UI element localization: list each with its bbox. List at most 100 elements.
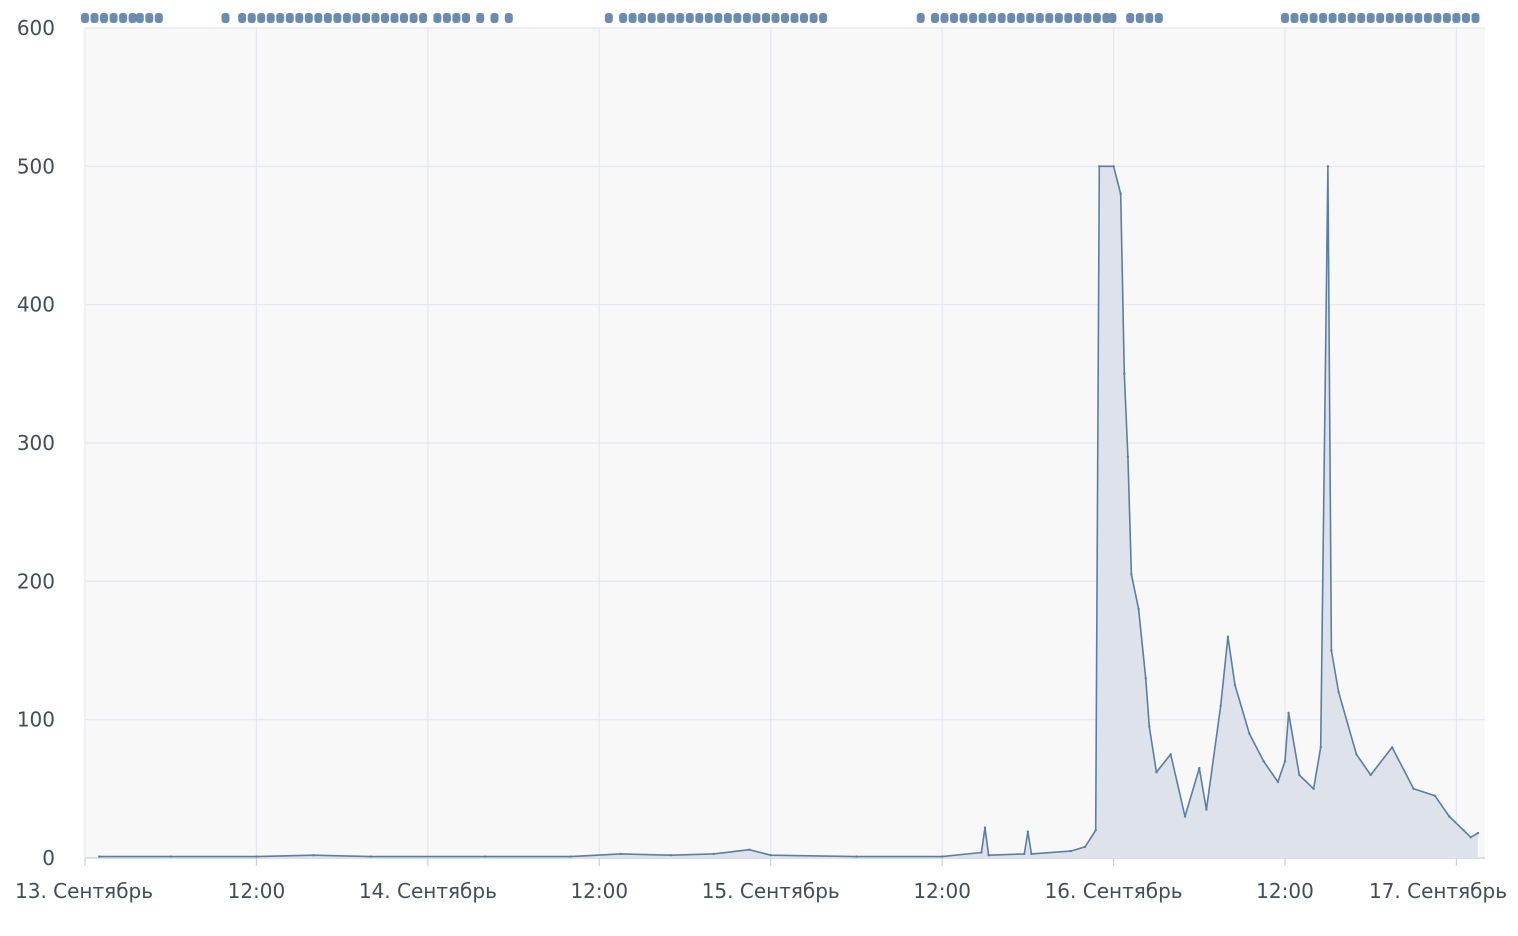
- event-marker[interactable]: [1328, 13, 1337, 23]
- event-marker[interactable]: [819, 13, 828, 23]
- event-marker[interactable]: [342, 13, 351, 23]
- event-marker[interactable]: [676, 13, 685, 23]
- event-marker[interactable]: [381, 13, 389, 23]
- event-marker[interactable]: [1319, 13, 1328, 23]
- event-marker[interactable]: [1102, 13, 1111, 23]
- event-marker[interactable]: [714, 13, 723, 23]
- event-marker[interactable]: [333, 13, 342, 23]
- event-marker[interactable]: [1404, 13, 1413, 23]
- event-marker[interactable]: [504, 13, 513, 23]
- event-marker[interactable]: [733, 13, 742, 23]
- event-marker[interactable]: [604, 13, 613, 23]
- event-marker[interactable]: [1092, 13, 1101, 23]
- event-marker[interactable]: [1300, 13, 1308, 23]
- event-marker[interactable]: [1281, 13, 1289, 23]
- event-marker[interactable]: [638, 13, 647, 23]
- event-marker[interactable]: [1395, 13, 1404, 23]
- event-marker[interactable]: [100, 13, 108, 23]
- event-marker[interactable]: [90, 13, 99, 23]
- event-marker[interactable]: [285, 13, 294, 23]
- event-marker[interactable]: [1035, 13, 1044, 23]
- event-marker[interactable]: [295, 13, 304, 23]
- event-marker[interactable]: [490, 13, 499, 23]
- event-marker[interactable]: [1338, 13, 1347, 23]
- event-marker[interactable]: [1309, 13, 1318, 23]
- event-marker[interactable]: [1083, 13, 1092, 23]
- event-marker[interactable]: [1385, 13, 1394, 23]
- event-marker[interactable]: [119, 13, 128, 23]
- event-marker[interactable]: [1290, 13, 1299, 23]
- event-marker[interactable]: [742, 13, 751, 23]
- event-marker[interactable]: [619, 13, 628, 23]
- event-marker[interactable]: [1026, 13, 1035, 23]
- event-marker[interactable]: [1108, 13, 1117, 23]
- event-marker[interactable]: [723, 13, 732, 23]
- event-marker[interactable]: [145, 13, 154, 23]
- event-marker[interactable]: [1135, 13, 1144, 23]
- event-marker[interactable]: [800, 13, 808, 23]
- event-marker[interactable]: [238, 13, 247, 23]
- event-marker[interactable]: [704, 13, 713, 23]
- event-marker[interactable]: [362, 13, 370, 23]
- event-marker[interactable]: [1054, 13, 1063, 23]
- event-marker[interactable]: [1016, 13, 1025, 23]
- event-marker[interactable]: [940, 13, 949, 23]
- event-marker[interactable]: [988, 13, 997, 23]
- event-marker[interactable]: [959, 13, 968, 23]
- event-marker[interactable]: [1154, 13, 1163, 23]
- event-marker[interactable]: [221, 13, 230, 23]
- event-marker[interactable]: [657, 13, 666, 23]
- event-marker[interactable]: [809, 13, 818, 23]
- event-marker[interactable]: [1433, 13, 1442, 23]
- event-marker[interactable]: [762, 13, 770, 23]
- event-marker[interactable]: [135, 13, 144, 23]
- event-marker[interactable]: [247, 13, 256, 23]
- event-marker[interactable]: [1423, 13, 1432, 23]
- event-marker[interactable]: [978, 13, 987, 23]
- event-marker[interactable]: [1007, 13, 1016, 23]
- event-marker[interactable]: [969, 13, 978, 23]
- event-marker[interactable]: [419, 13, 428, 23]
- event-marker[interactable]: [916, 13, 925, 23]
- event-marker[interactable]: [154, 13, 163, 23]
- event-marker[interactable]: [462, 13, 470, 23]
- event-marker[interactable]: [685, 13, 694, 23]
- event-marker[interactable]: [1471, 13, 1480, 23]
- event-marker[interactable]: [1357, 13, 1366, 23]
- event-marker[interactable]: [304, 13, 313, 23]
- event-marker[interactable]: [314, 13, 323, 23]
- event-marker[interactable]: [323, 13, 332, 23]
- event-marker[interactable]: [1366, 13, 1375, 23]
- event-marker[interactable]: [1376, 13, 1385, 23]
- event-marker[interactable]: [647, 13, 656, 23]
- event-marker[interactable]: [1145, 13, 1154, 23]
- event-marker[interactable]: [931, 13, 939, 23]
- event-marker[interactable]: [109, 13, 118, 23]
- event-marker[interactable]: [390, 13, 399, 23]
- event-marker[interactable]: [695, 13, 704, 23]
- event-marker[interactable]: [257, 13, 266, 23]
- event-marker[interactable]: [628, 13, 637, 23]
- event-marker[interactable]: [81, 13, 89, 23]
- event-marker[interactable]: [409, 13, 418, 23]
- event-marker[interactable]: [1442, 13, 1451, 23]
- event-marker[interactable]: [128, 13, 137, 23]
- event-marker[interactable]: [1347, 13, 1356, 23]
- event-marker[interactable]: [1462, 13, 1470, 23]
- event-marker[interactable]: [400, 13, 408, 23]
- event-marker[interactable]: [666, 13, 675, 23]
- event-marker[interactable]: [1064, 13, 1073, 23]
- event-marker[interactable]: [771, 13, 780, 23]
- event-marker[interactable]: [433, 13, 442, 23]
- event-marker[interactable]: [266, 13, 275, 23]
- event-marker[interactable]: [781, 13, 789, 23]
- event-marker[interactable]: [452, 13, 461, 23]
- event-marker[interactable]: [997, 13, 1006, 23]
- event-marker[interactable]: [371, 13, 380, 23]
- event-marker[interactable]: [1452, 13, 1461, 23]
- event-marker[interactable]: [476, 13, 485, 23]
- event-marker[interactable]: [790, 13, 799, 23]
- event-marker[interactable]: [352, 13, 361, 23]
- event-marker[interactable]: [442, 13, 451, 23]
- event-marker[interactable]: [950, 13, 958, 23]
